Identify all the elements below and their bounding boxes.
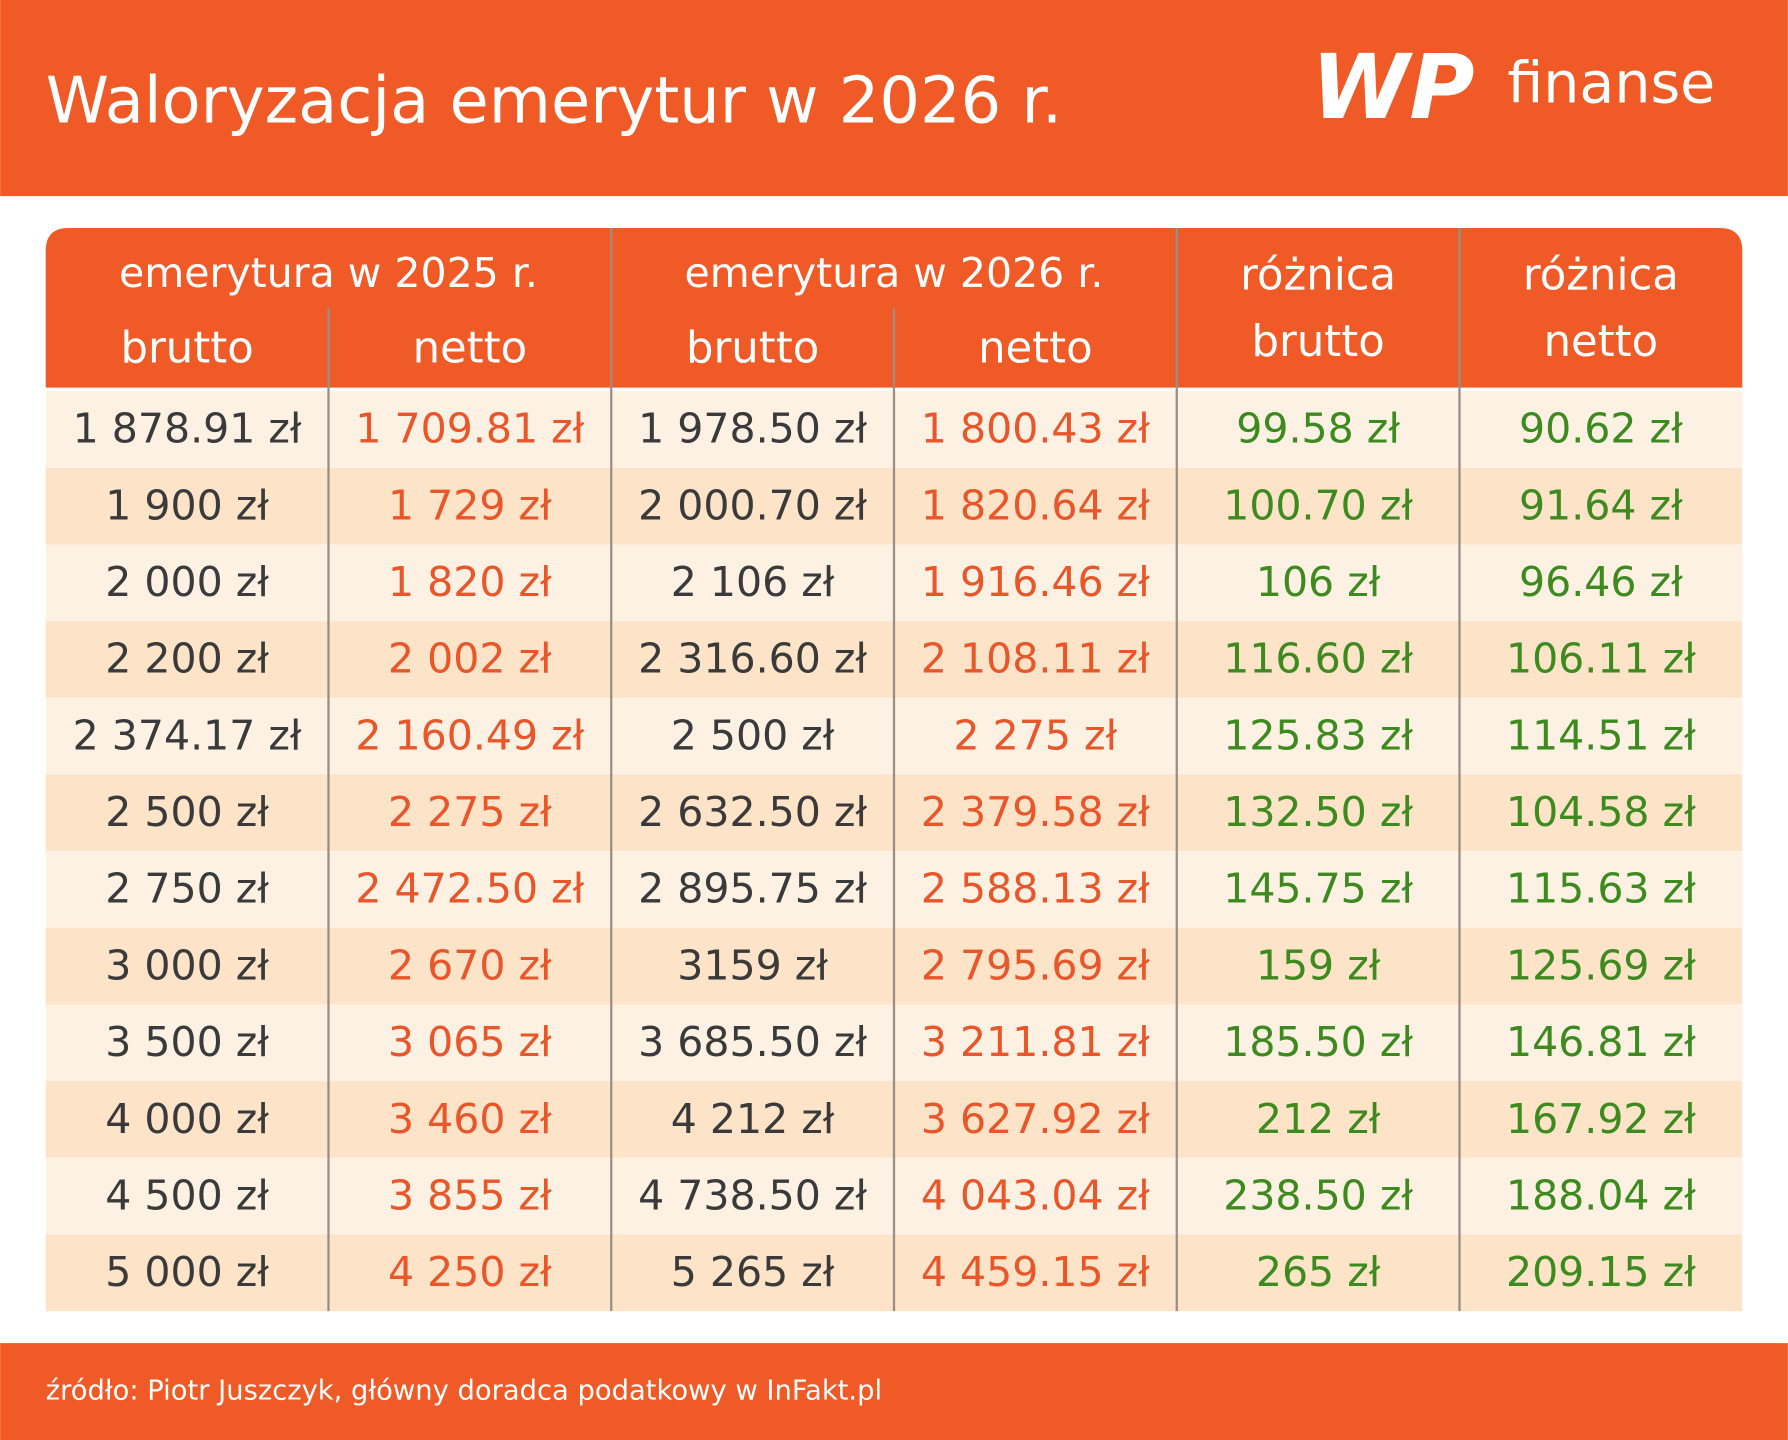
cell: 5 265 zł bbox=[671, 1248, 835, 1296]
cell: 104.58 zł bbox=[1506, 788, 1696, 836]
group-header: emerytura w 2026 r. bbox=[685, 249, 1104, 297]
cell: 3 627.92 zł bbox=[921, 1095, 1150, 1143]
cell: 4 738.50 zł bbox=[638, 1171, 867, 1219]
cell: 1 820 zł bbox=[388, 558, 552, 606]
diff-header: różnica bbox=[1240, 251, 1396, 301]
cell: 238.50 zł bbox=[1223, 1171, 1413, 1219]
cell: 90.62 zł bbox=[1519, 405, 1683, 453]
cell: 2 160.49 zł bbox=[355, 711, 584, 759]
cell: 2 632.50 zł bbox=[638, 788, 867, 836]
cell: 1 900 zł bbox=[105, 481, 269, 529]
cell: 115.63 zł bbox=[1506, 865, 1696, 913]
cell: 2 374.17 zł bbox=[73, 711, 302, 759]
cell: 146.81 zł bbox=[1506, 1018, 1696, 1066]
cell: 1 878.91 zł bbox=[73, 405, 302, 453]
cell: 5 000 zł bbox=[105, 1248, 269, 1296]
cell: 2 588.13 zł bbox=[921, 865, 1150, 913]
cell: 116.60 zł bbox=[1223, 635, 1413, 683]
cell: 2 275 zł bbox=[388, 788, 552, 836]
sub-header: netto bbox=[978, 324, 1093, 374]
cell: 99.58 zł bbox=[1236, 405, 1400, 453]
cell: 3 855 zł bbox=[388, 1171, 552, 1219]
cell: 4 500 zł bbox=[105, 1171, 269, 1219]
cell: 145.75 zł bbox=[1223, 865, 1413, 913]
cell: 2 316.60 zł bbox=[638, 635, 867, 683]
logo-brand: WP bbox=[1311, 35, 1474, 139]
cell: 1 978.50 zł bbox=[638, 405, 867, 453]
cell: 188.04 zł bbox=[1506, 1171, 1696, 1219]
cell: 3 500 zł bbox=[105, 1018, 269, 1066]
cell: 106 zł bbox=[1256, 558, 1381, 606]
source: źródło: Piotr Juszczyk, główny doradca p… bbox=[46, 1376, 882, 1407]
cell: 125.83 zł bbox=[1223, 711, 1413, 759]
diff-header: netto bbox=[1544, 317, 1659, 367]
cell: 4 043.04 zł bbox=[921, 1171, 1150, 1219]
cell: 96.46 zł bbox=[1519, 558, 1683, 606]
cell: 1 729 zł bbox=[388, 481, 552, 529]
cell: 2 108.11 zł bbox=[921, 635, 1150, 683]
sub-header: brutto bbox=[686, 324, 819, 374]
cell: 2 670 zł bbox=[388, 941, 552, 989]
cell: 4 459.15 zł bbox=[921, 1248, 1150, 1296]
table: 1 878.91 zł 1 709.81 zł 1 978.50 zł 1 800.4… bbox=[45, 228, 1743, 1312]
cell: 2 795.69 zł bbox=[921, 941, 1150, 989]
cell: 4 000 zł bbox=[105, 1095, 269, 1143]
cell: 106.11 zł bbox=[1506, 635, 1696, 683]
sub-header: brutto bbox=[121, 324, 254, 374]
sub-header: netto bbox=[413, 324, 528, 374]
cell: 1 916.46 zł bbox=[921, 558, 1150, 606]
cell: 2 000.70 zł bbox=[638, 481, 867, 529]
cell: 1 709.81 zł bbox=[355, 405, 584, 453]
cell: 2 000 zł bbox=[105, 558, 269, 606]
cell: 2 895.75 zł bbox=[638, 865, 867, 913]
cell: 2 472.50 zł bbox=[355, 865, 584, 913]
cell: 100.70 zł bbox=[1223, 481, 1413, 529]
cell: 2 106 zł bbox=[671, 558, 835, 606]
cell: 2 500 zł bbox=[105, 788, 269, 836]
cell: 132.50 zł bbox=[1223, 788, 1413, 836]
cell: 3 065 zł bbox=[388, 1018, 552, 1066]
cell: 159 zł bbox=[1256, 941, 1381, 989]
cell: 167.92 zł bbox=[1506, 1095, 1696, 1143]
cell: 2 500 zł bbox=[671, 711, 835, 759]
cell: 212 zł bbox=[1256, 1095, 1381, 1143]
cell: 4 250 zł bbox=[388, 1248, 552, 1296]
cell: 1 800.43 zł bbox=[921, 405, 1150, 453]
cell: 114.51 zł bbox=[1506, 711, 1696, 759]
cell: 2 750 zł bbox=[105, 865, 269, 913]
cell: 2 379.58 zł bbox=[921, 788, 1150, 836]
cell: 3 000 zł bbox=[105, 941, 269, 989]
logo-name: finanse bbox=[1507, 50, 1715, 116]
cell: 1 820.64 zł bbox=[921, 481, 1150, 529]
cell: 4 212 zł bbox=[671, 1095, 835, 1143]
cell: 125.69 zł bbox=[1506, 941, 1696, 989]
footer-bar bbox=[0, 1343, 1788, 1440]
cell: 2 275 zł bbox=[954, 711, 1118, 759]
cell: 265 zł bbox=[1256, 1248, 1381, 1296]
cell: 2 002 zł bbox=[388, 635, 552, 683]
cell: 3159 zł bbox=[677, 941, 828, 989]
cell: 91.64 zł bbox=[1519, 481, 1683, 529]
cell: 209.15 zł bbox=[1506, 1248, 1696, 1296]
cell: 3 211.81 zł bbox=[921, 1018, 1150, 1066]
diff-header: brutto bbox=[1252, 317, 1385, 367]
cell: 3 460 zł bbox=[388, 1095, 552, 1143]
cell: 3 685.50 zł bbox=[638, 1018, 867, 1066]
title: Waloryzacja emerytur w 2026 r. bbox=[46, 64, 1062, 138]
diff-header: różnica bbox=[1523, 251, 1679, 301]
cell: 2 200 zł bbox=[105, 635, 269, 683]
cell: 185.50 zł bbox=[1223, 1018, 1413, 1066]
header-bar bbox=[0, 0, 1788, 197]
group-header: emerytura w 2025 r. bbox=[119, 249, 538, 297]
